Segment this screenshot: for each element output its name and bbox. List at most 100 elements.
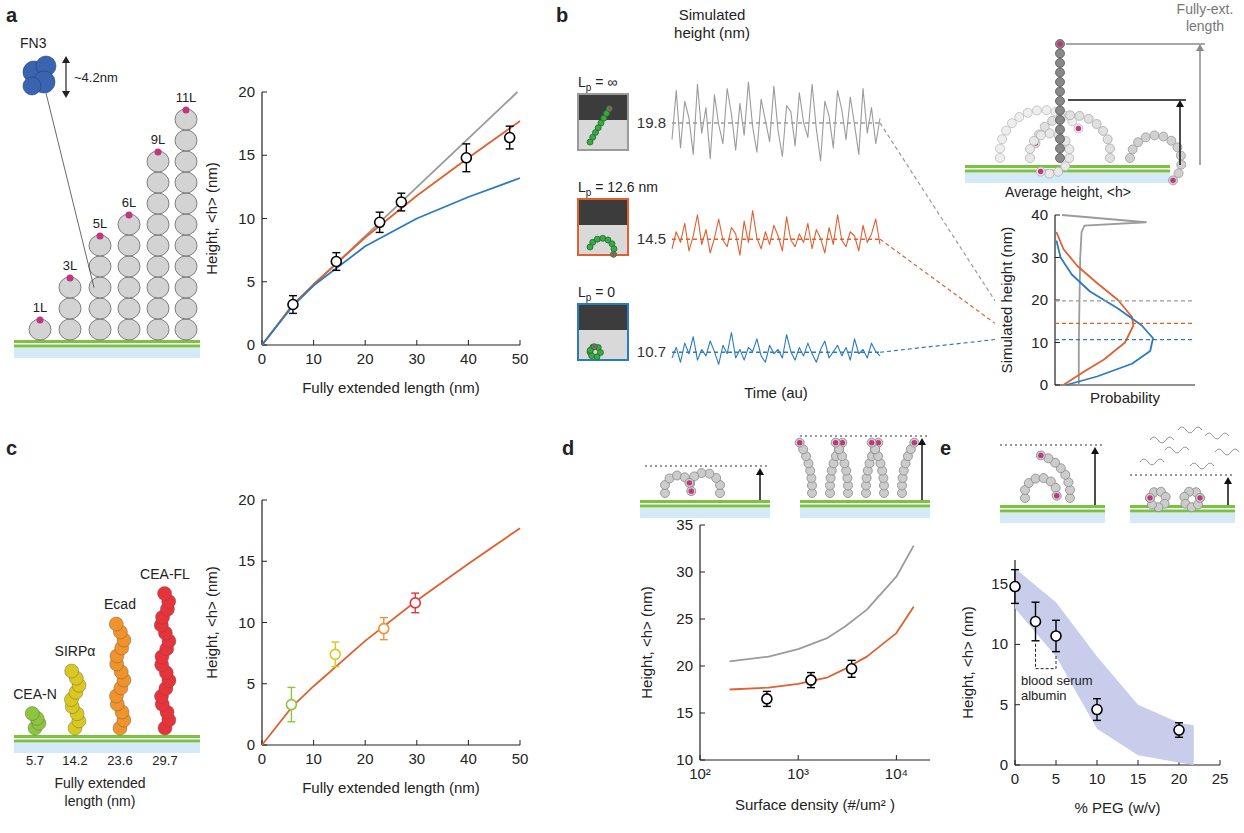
series-name: Lp = 0 [578, 284, 615, 303]
bead [1074, 124, 1083, 133]
sim-box [578, 199, 628, 255]
bead [1176, 151, 1185, 160]
mean-label: 14.5 [637, 230, 666, 247]
marks [1010, 568, 1194, 765]
y-tick-label: 20 [1031, 291, 1048, 308]
bead [1052, 491, 1061, 500]
x-axis [262, 744, 520, 745]
trace [672, 82, 880, 161]
size-arrow [65, 58, 66, 96]
y-tick [700, 619, 705, 620]
y-tick-label: 15 [676, 704, 693, 721]
bracket [1036, 644, 1057, 669]
y-tick [700, 760, 705, 761]
error-bar-cap [848, 677, 856, 678]
arrow-head [1196, 44, 1204, 51]
tip [126, 212, 133, 219]
figure: abcde1L3L5L6L9L11LFN3~4.2nm0102030405005… [0, 0, 1244, 833]
y-tick-label: 5 [247, 273, 255, 290]
protein-structure [65, 664, 79, 678]
y-axis-title: Height, <h> (nm) [638, 586, 655, 699]
data-point [330, 649, 340, 659]
membrane [14, 345, 200, 348]
x-tick [468, 740, 469, 745]
bead [996, 154, 1005, 163]
bead [1015, 113, 1024, 122]
tip [1038, 169, 1043, 174]
x-axis-title: Surface density (#/um² ) [735, 796, 895, 813]
bead [1045, 129, 1054, 138]
y-tick [1015, 765, 1020, 766]
x-tick-label: 0 [258, 350, 266, 367]
data-point [461, 153, 471, 163]
bead [1146, 494, 1155, 503]
data-point [286, 700, 296, 710]
tip [1038, 453, 1043, 458]
bead [1042, 106, 1051, 115]
fn3-domain [175, 130, 197, 151]
x-tick [416, 340, 417, 345]
x-axis [1055, 384, 1195, 385]
mean-line [1055, 323, 1195, 324]
marks [262, 92, 520, 345]
protein-label: Ecad [104, 596, 136, 612]
error-bar-cap [397, 192, 405, 193]
line [730, 546, 914, 662]
peg [1205, 433, 1229, 439]
series-name: Lp = 12.6 nm [578, 179, 658, 198]
fn3-domain [175, 193, 197, 214]
arrow [921, 444, 923, 500]
marks [1055, 215, 1195, 385]
error-bar-cap [1052, 651, 1060, 652]
x-tick [1138, 760, 1139, 765]
bead [1036, 451, 1045, 460]
tip [593, 345, 597, 349]
arrow [1227, 483, 1229, 505]
x-tick [416, 740, 417, 745]
tspan: L [578, 179, 586, 195]
bead [1126, 154, 1135, 163]
arrow-head [918, 438, 926, 445]
membrane [14, 340, 200, 343]
bead [1056, 59, 1065, 68]
data-point [1010, 582, 1020, 592]
guide [1130, 475, 1235, 476]
bead [1075, 111, 1084, 120]
panel-b: Simulatedheight (nm)Time (au)Lp = ∞19.8L… [578, 6, 995, 401]
fn3-domain [89, 298, 111, 319]
fn3-domain [175, 214, 197, 235]
connector [880, 340, 995, 353]
arrow-head [62, 56, 70, 63]
guide [800, 436, 930, 437]
bead [1056, 68, 1065, 77]
fn3-domain [175, 235, 197, 256]
membrane-base [965, 173, 1170, 183]
bead [1026, 145, 1035, 154]
error-bar-cap [287, 687, 295, 688]
error-bar-cap [1093, 698, 1101, 699]
bead [1177, 160, 1186, 169]
y-tick [1055, 342, 1060, 343]
bead [1056, 144, 1065, 153]
y-tick-label: 10 [676, 751, 693, 768]
bead [1056, 40, 1065, 49]
tip [1197, 495, 1202, 500]
arrow-head [1176, 100, 1184, 107]
size-label: ~4.2nm [74, 70, 118, 85]
data-point [505, 133, 515, 143]
error-bar-cap [380, 639, 388, 640]
x-tick-label: 20 [357, 750, 374, 767]
data-point [288, 300, 298, 310]
data-point [806, 675, 816, 685]
error-bar-cap [331, 641, 339, 642]
bead [1056, 135, 1065, 144]
bead [1159, 132, 1168, 141]
y-tick [262, 561, 267, 562]
bead [685, 478, 694, 487]
x-tick-label: 25 [1212, 770, 1229, 787]
x-axis-title: Time (au) [744, 384, 808, 401]
error-bar-cap [1032, 640, 1040, 641]
fn3-structure [23, 77, 41, 95]
tip [607, 107, 611, 111]
y-tick-label: 20 [676, 657, 693, 674]
